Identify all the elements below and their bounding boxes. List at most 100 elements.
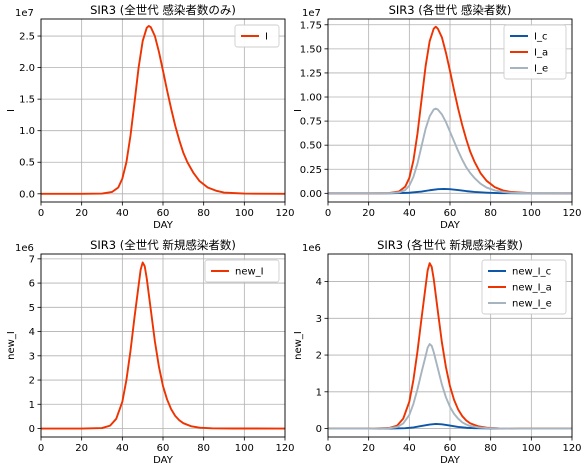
- x-tick-label: 20: [75, 208, 88, 219]
- legend-box: [503, 24, 567, 80]
- y-tick-label: 7: [29, 254, 35, 265]
- axis-multiplier: 1e7: [15, 8, 34, 19]
- y-tick-label: 1.75: [300, 20, 322, 31]
- y-tick-label: 1: [29, 400, 35, 411]
- y-tick-label: 1.25: [300, 68, 322, 79]
- x-tick-label: 40: [116, 208, 129, 219]
- series-line-new_I_a: [328, 262, 572, 430]
- series-group: [41, 24, 285, 195]
- x-axis-label: DAY: [440, 220, 461, 231]
- y-tick-label: 4: [316, 277, 322, 288]
- y-tick-label: 2: [29, 376, 35, 387]
- x-tick-label: 40: [116, 443, 129, 454]
- y-tick-label: 0.0: [19, 189, 35, 200]
- legend-box: [204, 259, 280, 283]
- x-tick-label: 80: [197, 208, 210, 219]
- series-line-new_I: [41, 261, 285, 430]
- y-tick-label: 2: [316, 351, 322, 362]
- legend-label-new_I_a: new_I_a: [512, 283, 552, 294]
- chart-panel-2: 0 20 40 60 80 100 120 0.00 0.25 0.50 0.75 1.00 1.25 1…: [293, 3, 582, 231]
- x-axis-label: DAY: [440, 455, 461, 466]
- series-line-I: [41, 24, 285, 195]
- axis-multiplier: 1e7: [302, 8, 321, 19]
- x-tick-label: 120: [562, 443, 581, 454]
- x-tick-label: 100: [235, 208, 254, 219]
- series-group: [41, 261, 285, 430]
- x-tick-label: 20: [362, 443, 375, 454]
- x-tick-label: 60: [157, 208, 170, 219]
- x-tick-label: 0: [325, 208, 331, 219]
- y-tick-label: 0: [316, 424, 322, 435]
- chart-title: SIR3 (各世代 新規感染者数): [377, 238, 523, 252]
- y-tick-label: 0.50: [300, 141, 322, 152]
- x-tick-label: 120: [275, 208, 294, 219]
- legend-label-I: I: [265, 32, 268, 43]
- axis-multiplier: 1e6: [15, 243, 34, 254]
- x-tick-label: 20: [362, 208, 375, 219]
- chart-panel-1: 0 20 40 60 80 100 120 0.0 0.5 1.0 1.5 2.0 2.5 1e7 SIR3…: [6, 3, 295, 231]
- legend: new_I_c new_I_a new_I_e: [481, 259, 567, 315]
- x-tick-label: 120: [562, 208, 581, 219]
- legend-label-I_e: I_e: [534, 64, 548, 75]
- y-tick-label: 2.5: [19, 32, 35, 43]
- x-tick-label: 60: [444, 208, 457, 219]
- x-tick-label: 80: [197, 443, 210, 454]
- legend-label-new_I: new_I: [235, 267, 264, 278]
- x-tick-label: 80: [484, 208, 497, 219]
- series-line-new_I_c: [328, 423, 572, 430]
- y-tick-label: 1: [316, 387, 322, 398]
- series-line-I_e: [328, 107, 572, 195]
- x-tick-label: 60: [157, 443, 170, 454]
- legend-label-new_I_e: new_I_e: [512, 299, 552, 310]
- x-tick-label: 60: [444, 443, 457, 454]
- x-tick-label: 0: [38, 443, 44, 454]
- x-axis-label: DAY: [153, 455, 174, 466]
- x-tick-label: 40: [403, 443, 416, 454]
- y-axis-label: new_I: [293, 331, 304, 360]
- y-axis-label: I: [6, 109, 17, 112]
- y-tick-label: 1.5: [19, 95, 35, 106]
- chart-title: SIR3 (各世代 感染者数): [389, 3, 512, 17]
- series-group: [328, 262, 572, 430]
- x-tick-label: 80: [484, 443, 497, 454]
- x-tick-label: 100: [522, 443, 541, 454]
- legend: I_c I_a I_e: [503, 24, 567, 80]
- y-tick-label: 4: [29, 327, 35, 338]
- x-tick-label: 100: [522, 208, 541, 219]
- x-axis-label: DAY: [153, 220, 174, 231]
- axis-multiplier: 1e6: [302, 243, 321, 254]
- y-tick-label: 6: [29, 279, 35, 290]
- series-line-new_I_e: [328, 343, 572, 430]
- chart-title: SIR3 (全世代 感染者数のみ): [90, 3, 236, 17]
- x-tick-label: 20: [75, 443, 88, 454]
- chart-title: SIR3 (全世代 新規感染者数): [90, 238, 236, 252]
- y-tick-label: 5: [29, 303, 35, 314]
- legend-box: [481, 259, 567, 315]
- legend: new_I: [204, 259, 280, 283]
- y-tick-label: 0.25: [300, 165, 322, 176]
- y-tick-label: 0.5: [19, 158, 35, 169]
- y-tick-label: 3: [29, 351, 35, 362]
- series-group: [328, 25, 572, 195]
- legend-label-I_a: I_a: [534, 48, 548, 59]
- legend-label-I_c: I_c: [534, 32, 547, 43]
- x-tick-label: 100: [235, 443, 254, 454]
- y-tick-label: 1.50: [300, 44, 322, 55]
- y-axis-label: I: [293, 109, 304, 112]
- y-axis-label: new_I: [6, 331, 17, 360]
- legend-label-new_I_c: new_I_c: [512, 267, 551, 278]
- y-tick-label: 0.00: [300, 189, 322, 200]
- y-tick-label: 1.0: [19, 126, 35, 137]
- y-tick-label: 1.00: [300, 93, 322, 104]
- legend: I: [234, 24, 280, 48]
- x-tick-label: 120: [275, 443, 294, 454]
- series-line-I_a: [328, 25, 572, 195]
- y-tick-label: 0.75: [300, 117, 322, 128]
- x-tick-label: 0: [325, 443, 331, 454]
- series-line-I_c: [328, 187, 572, 195]
- x-tick-label: 0: [38, 208, 44, 219]
- y-tick-label: 3: [316, 314, 322, 325]
- x-tick-label: 40: [403, 208, 416, 219]
